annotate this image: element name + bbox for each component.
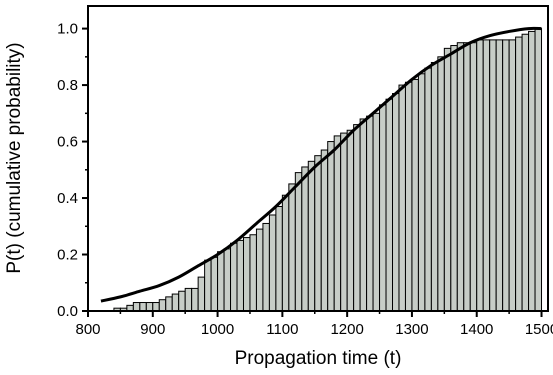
plot-frame	[87, 5, 549, 312]
histogram-bar	[165, 296, 173, 312]
histogram-bar	[424, 67, 432, 312]
histogram-bar	[197, 276, 206, 312]
histogram-bar	[204, 259, 212, 312]
histogram-bar	[398, 84, 406, 312]
histogram-bar	[430, 61, 439, 312]
y-tick-label: 0.4	[57, 190, 78, 207]
histogram-bar	[294, 172, 303, 312]
histogram-bar	[508, 39, 517, 312]
histogram-bar	[385, 98, 394, 312]
histogram-bar	[411, 78, 419, 312]
histogram-bar	[210, 256, 219, 312]
histogram-bar	[288, 183, 296, 312]
histogram-bar	[236, 239, 244, 312]
histogram-bar	[521, 33, 530, 312]
histogram-bar	[482, 39, 491, 312]
x-tick-label: 1000	[201, 321, 234, 338]
y-axis-title: P(t) (cumulative probability)	[4, 42, 25, 273]
histogram-bar	[249, 234, 257, 312]
fitted-curve	[100, 26, 542, 303]
histogram-bar	[502, 39, 510, 312]
histogram-bar	[132, 302, 141, 312]
histogram-bar	[404, 81, 413, 312]
y-tick-label: 0.0	[57, 303, 78, 320]
x-tick-label: 1400	[460, 321, 493, 338]
histogram-bar	[223, 248, 232, 312]
y-tick-label: 0.2	[57, 247, 78, 264]
x-tick-label: 900	[140, 321, 165, 338]
histogram-bar	[333, 135, 342, 312]
x-tick-label: 800	[75, 321, 100, 338]
x-tick-label: 1200	[330, 321, 363, 338]
histogram-bar	[184, 287, 193, 312]
histogram-bar	[463, 42, 471, 312]
histogram-bar	[489, 39, 497, 312]
histogram-bar	[178, 290, 186, 312]
histogram-bar	[340, 132, 348, 312]
histogram-bar	[262, 222, 270, 312]
y-tick-label: 0.6	[57, 134, 78, 151]
histogram-bar	[152, 302, 160, 312]
histogram-bar	[534, 28, 543, 312]
histogram-bar	[417, 73, 426, 312]
x-tick-label: 1300	[395, 321, 428, 338]
histogram-bar	[359, 118, 368, 312]
histogram-bar	[437, 56, 445, 312]
histogram-bar	[301, 166, 309, 312]
y-tick-label: 1.0	[57, 21, 78, 38]
y-axis-ticks: 0.0 0.2 0.4 0.6 0.8 1.0	[57, 21, 88, 320]
histogram-bar	[281, 194, 290, 312]
histogram-bars	[113, 28, 543, 312]
histogram-bar	[139, 302, 147, 312]
histogram-bar	[230, 242, 238, 312]
histogram-bar	[145, 302, 154, 312]
histogram-bar	[456, 42, 465, 312]
histogram-bar	[392, 93, 400, 312]
x-axis-title: Propagation time (t)	[235, 348, 402, 369]
histogram-bar	[327, 141, 335, 312]
histogram-bar	[307, 160, 316, 312]
histogram-bar	[191, 287, 199, 312]
histogram-bar	[242, 237, 251, 312]
histogram-bar	[476, 39, 484, 312]
histogram-bar	[515, 36, 523, 312]
y-tick-label: 0.8	[57, 77, 78, 94]
histogram-bar	[217, 251, 225, 312]
x-tick-label: 1100	[266, 321, 298, 338]
histogram-bar	[158, 299, 167, 312]
histogram-bar	[346, 129, 355, 312]
histogram-bar	[495, 39, 504, 312]
histogram-bar	[320, 149, 329, 312]
histogram-bar	[372, 112, 381, 312]
histogram-bar	[255, 228, 264, 312]
histogram-bar	[268, 214, 277, 312]
histogram-bar	[469, 42, 478, 312]
histogram-bar	[366, 115, 374, 312]
histogram-bar	[275, 206, 283, 312]
histogram-bar	[443, 47, 452, 312]
histogram-bar	[528, 30, 536, 312]
histogram-bar	[450, 45, 458, 312]
histogram-bar	[171, 293, 180, 312]
histogram-bar	[379, 104, 387, 312]
histogram-bar	[314, 155, 322, 312]
histogram-bar	[353, 124, 361, 312]
